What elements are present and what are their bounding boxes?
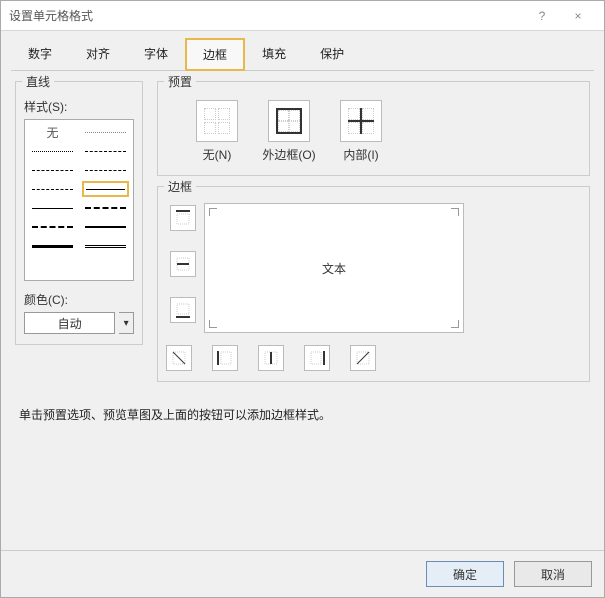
border-group-legend: 边框	[164, 178, 196, 195]
titlebar: 设置单元格格式 ? ×	[1, 1, 604, 31]
preview-corner	[209, 320, 217, 328]
tab-strip: 数字 对齐 字体 边框 填充 保护	[1, 31, 604, 70]
ok-button[interactable]: 确定	[426, 561, 504, 587]
preset-none-button[interactable]	[196, 100, 238, 142]
chevron-down-icon: ▾	[124, 318, 129, 329]
diag-down-icon	[171, 350, 187, 366]
line-sample	[85, 132, 126, 133]
tab-label: 对齐	[86, 47, 110, 61]
ok-label: 确定	[453, 566, 477, 583]
line-group-legend: 直线	[22, 73, 54, 90]
line-sample	[32, 226, 73, 228]
border-right-button[interactable]	[304, 345, 330, 371]
line-style-swatch[interactable]	[82, 162, 129, 178]
help-button[interactable]: ?	[524, 2, 560, 30]
preview-corner	[451, 320, 459, 328]
border-mid-v-icon	[263, 350, 279, 366]
border-right-icon	[309, 350, 325, 366]
dialog-footer: 确定 取消	[1, 550, 604, 597]
line-style-swatch[interactable]	[29, 143, 76, 159]
tab-label: 字体	[144, 47, 168, 61]
line-sample	[85, 207, 126, 209]
format-cells-dialog: 设置单元格格式 ? × 数字 对齐 字体 边框 填充 保护 直线 样式(S): …	[0, 0, 605, 598]
color-value: 自动	[29, 315, 110, 332]
preset-group-legend: 预置	[164, 73, 196, 90]
preview-corner	[209, 208, 217, 216]
border-diag-down-button[interactable]	[166, 345, 192, 371]
line-style-list[interactable]: 无	[24, 119, 134, 281]
preview-text: 文本	[322, 260, 346, 277]
tab-protection[interactable]: 保护	[303, 38, 361, 71]
preset-inside-button[interactable]	[340, 100, 382, 142]
line-sample	[85, 151, 126, 152]
border-mid-h-icon	[175, 256, 191, 272]
tab-fill[interactable]: 填充	[245, 38, 303, 71]
preset-label: 外边框(O)	[262, 146, 315, 163]
tab-label: 数字	[28, 47, 52, 61]
border-top-icon	[175, 210, 191, 226]
tab-alignment[interactable]: 对齐	[69, 38, 127, 71]
preset-outline-button[interactable]	[268, 100, 310, 142]
border-group: 边框 文本	[157, 186, 590, 382]
border-middle-h-button[interactable]	[170, 251, 196, 277]
line-sample	[32, 189, 73, 190]
line-style-swatch[interactable]	[82, 181, 129, 197]
line-sample	[85, 226, 126, 228]
line-style-swatch[interactable]	[29, 219, 76, 235]
tab-label: 保护	[320, 47, 344, 61]
line-sample	[32, 151, 73, 152]
border-diag-up-button[interactable]	[350, 345, 376, 371]
line-style-swatch[interactable]	[29, 181, 76, 197]
border-left-icon	[217, 350, 233, 366]
line-style-swatch[interactable]	[82, 124, 129, 140]
line-sample	[32, 245, 73, 248]
tab-label: 边框	[203, 48, 227, 62]
window-title: 设置单元格格式	[9, 7, 524, 24]
cancel-button[interactable]: 取消	[514, 561, 592, 587]
line-style-swatch[interactable]	[82, 143, 129, 159]
border-middle-v-button[interactable]	[258, 345, 284, 371]
border-preview[interactable]: 文本	[204, 203, 464, 333]
line-sample	[32, 208, 73, 209]
cancel-label: 取消	[541, 566, 565, 583]
line-style-swatch[interactable]	[29, 162, 76, 178]
color-label: 颜色(C):	[24, 291, 134, 308]
border-left-button[interactable]	[212, 345, 238, 371]
preview-corner	[451, 208, 459, 216]
tab-border[interactable]: 边框	[185, 38, 245, 71]
preset-group: 预置 无(N) 外边框(O)	[157, 81, 590, 176]
line-style-none[interactable]: 无	[29, 124, 76, 140]
border-top-button[interactable]	[170, 205, 196, 231]
help-icon: ?	[539, 9, 546, 23]
diag-up-icon	[355, 350, 371, 366]
color-dropdown-button[interactable]: ▾	[119, 312, 134, 334]
line-style-swatch[interactable]	[82, 219, 129, 235]
line-style-swatch[interactable]	[82, 238, 129, 254]
border-bottom-button[interactable]	[170, 297, 196, 323]
line-sample	[85, 245, 126, 248]
style-label: 样式(S):	[24, 98, 134, 115]
preset-label: 内部(I)	[343, 146, 378, 163]
preset-label: 无(N)	[203, 146, 232, 163]
tab-label: 填充	[262, 47, 286, 61]
tab-font[interactable]: 字体	[127, 38, 185, 71]
close-icon: ×	[574, 9, 581, 23]
hint-text: 单击预置选项、预览草图及上面的按钮可以添加边框样式。	[19, 406, 586, 423]
line-style-swatch[interactable]	[82, 200, 129, 216]
line-group: 直线 样式(S): 无 颜色(C): 自动 ▾	[15, 81, 143, 345]
close-button[interactable]: ×	[560, 2, 596, 30]
tab-number[interactable]: 数字	[11, 38, 69, 71]
color-select[interactable]: 自动	[24, 312, 115, 334]
border-bottom-icon	[175, 302, 191, 318]
line-sample	[86, 189, 125, 190]
line-sample	[85, 170, 126, 171]
line-sample	[32, 170, 73, 171]
line-style-swatch[interactable]	[29, 200, 76, 216]
line-style-swatch[interactable]	[29, 238, 76, 254]
border-panel: 直线 样式(S): 无 颜色(C): 自动 ▾	[1, 71, 604, 550]
